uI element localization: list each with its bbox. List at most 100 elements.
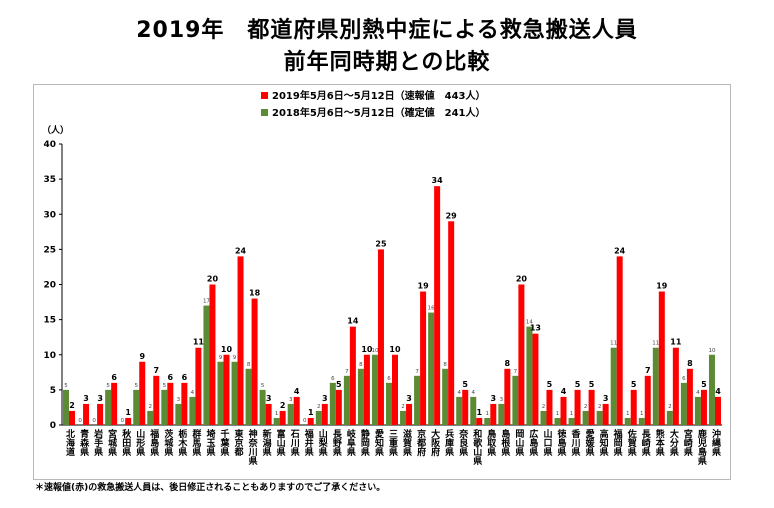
data-label: 10 [361, 345, 373, 354]
data-label: 3 [322, 394, 328, 403]
data-label: 2 [317, 404, 321, 410]
bar [602, 403, 609, 425]
x-tick-label: 鳥取県 [485, 428, 496, 457]
bar [315, 410, 322, 425]
data-label: 9 [233, 355, 237, 361]
data-label: 9 [219, 355, 223, 361]
x-tick-label: 兵庫県 [443, 428, 454, 457]
bar [420, 291, 427, 425]
bar [470, 396, 477, 425]
x-tick-label: 山形県 [134, 428, 145, 457]
bar [111, 382, 118, 425]
footnote: ＊速報値(赤)の救急搬送人員は、後日修正されることもありますのでご了承ください。 [35, 483, 386, 493]
data-label: 8 [687, 359, 693, 368]
x-tick-label: 青森県 [78, 428, 89, 457]
data-label: 3 [603, 394, 609, 403]
bar [259, 389, 266, 425]
bar [596, 410, 603, 425]
bar [456, 396, 463, 425]
bar [237, 256, 244, 425]
bar [616, 256, 623, 425]
data-label: 5 [64, 383, 68, 389]
bar [377, 249, 384, 425]
x-tick-label: 福井県 [303, 428, 315, 457]
y-tick-label: 25 [43, 245, 56, 255]
data-label: 1 [570, 411, 574, 417]
x-tick-label: 福島県 [148, 428, 160, 457]
bar [518, 284, 525, 425]
bar [448, 221, 455, 425]
data-label: 2 [668, 404, 672, 410]
bar [386, 382, 392, 425]
x-tick-label: 長野県 [331, 429, 342, 457]
bar [546, 389, 553, 425]
bar [400, 410, 407, 425]
bar [63, 389, 70, 425]
bar [161, 389, 168, 425]
data-label: 5 [106, 383, 110, 389]
x-tick-label: 沖縄県 [710, 428, 721, 457]
data-label: 20 [207, 275, 219, 284]
data-label: 13 [530, 324, 541, 333]
data-label: 5 [261, 383, 265, 389]
data-label: 7 [514, 369, 518, 375]
bar [476, 417, 483, 425]
data-label: 11 [670, 338, 682, 347]
bar [69, 410, 76, 425]
y-tick-label: 40 [43, 140, 56, 150]
y-tick-label: 5 [50, 386, 56, 396]
legend-swatch [261, 92, 268, 99]
data-label: 25 [375, 239, 387, 248]
x-tick-label: 愛媛県 [584, 428, 596, 457]
data-label: 4 [191, 390, 195, 396]
x-tick-label: 秋田県 [120, 428, 132, 457]
bar [414, 375, 421, 425]
data-label: 10 [371, 348, 378, 354]
bar [694, 396, 701, 425]
data-label: 2 [542, 404, 546, 410]
data-label: 3 [177, 397, 181, 403]
bar [442, 368, 449, 425]
bar [574, 389, 581, 425]
data-label: 7 [415, 369, 419, 375]
bar [273, 417, 280, 425]
bar [484, 417, 491, 425]
data-label: 9 [139, 352, 145, 361]
bar [714, 396, 721, 425]
data-label: 3 [500, 397, 504, 403]
data-label: 5 [163, 383, 167, 389]
x-tick-label: 香川県 [570, 428, 582, 457]
bar [167, 382, 174, 425]
x-tick-label: 石川県 [289, 429, 301, 457]
bar [251, 298, 258, 425]
data-label: 8 [505, 359, 511, 368]
bar [133, 389, 140, 425]
data-label: 0 [78, 418, 82, 424]
data-label: 6 [111, 373, 117, 382]
bar [462, 389, 469, 425]
x-tick-label: 新潟県 [261, 428, 272, 457]
x-tick-label: 京都府 [415, 428, 427, 457]
data-label: 3 [266, 394, 272, 403]
legend-entry: 2018年5月6日～5月12日（確定値 241人） [272, 106, 486, 119]
data-label: 4 [472, 390, 476, 396]
x-tick-label: 群馬県 [190, 428, 202, 457]
data-label: 8 [247, 362, 251, 368]
bar [217, 361, 224, 425]
bar [582, 410, 589, 425]
bar [700, 389, 707, 425]
bar [630, 389, 637, 425]
data-label: 20 [516, 275, 528, 284]
bar [434, 186, 441, 425]
y-tick-label: 35 [43, 175, 56, 185]
bar [532, 333, 539, 425]
data-label: 4 [457, 390, 461, 396]
y-axis-label: （人） [42, 124, 69, 136]
data-label: 5 [134, 383, 138, 389]
bar [343, 375, 350, 425]
y-tick-label: 30 [43, 210, 56, 220]
data-label: 34 [432, 176, 444, 185]
x-tick-label: 広島県 [527, 428, 538, 457]
x-tick-label: 三重県 [387, 429, 398, 457]
